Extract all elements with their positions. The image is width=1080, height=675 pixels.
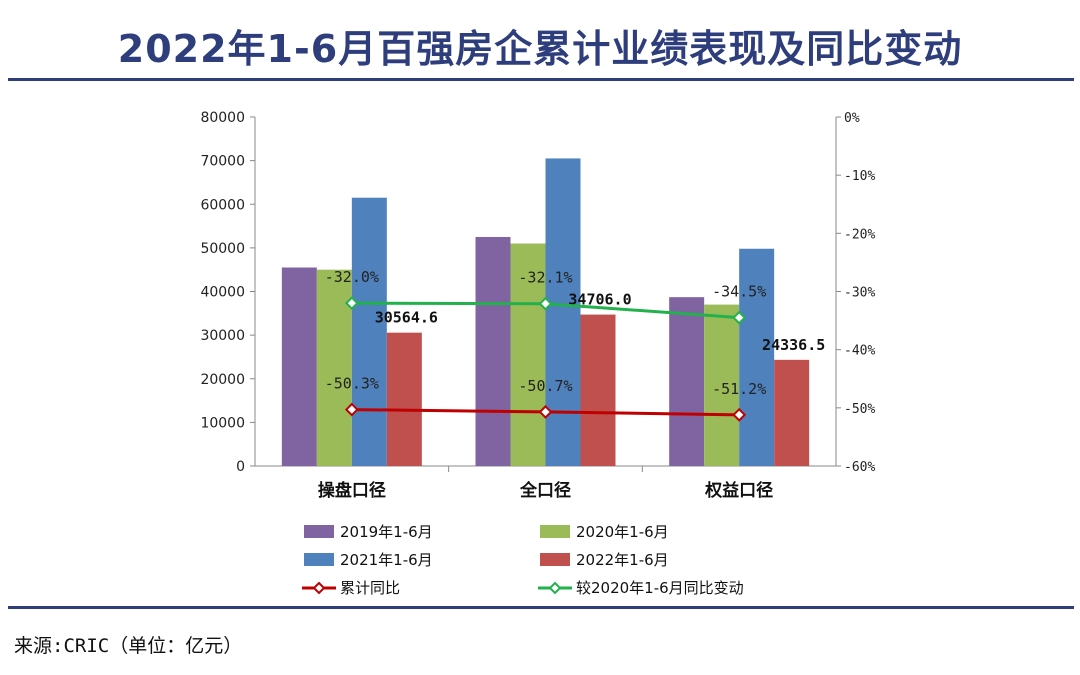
line-data-label: -50.3%: [325, 375, 379, 393]
line-marker: [732, 310, 747, 325]
category-label: 全口径: [519, 480, 571, 501]
bar: [545, 158, 581, 466]
bar-value-label: 24336.5: [762, 336, 825, 354]
legend-marker: [312, 581, 326, 595]
legend-label: 较2020年1-6月同比变动: [576, 579, 744, 597]
y2-tick-label: -60%: [844, 460, 875, 475]
bar: [739, 248, 775, 466]
legend-label: 2019年1-6月: [340, 523, 433, 541]
bar: [386, 332, 422, 466]
y-tick-label: 60000: [200, 197, 245, 213]
line-marker: [344, 402, 359, 417]
bar: [580, 314, 616, 466]
bar: [704, 304, 740, 466]
legend-label: 2022年1-6月: [576, 551, 669, 569]
y2-tick-label: -20%: [844, 227, 875, 242]
line-data-label: -50.7%: [518, 377, 572, 395]
y-tick-label: 50000: [200, 241, 245, 257]
y-tick-label: 30000: [200, 328, 245, 344]
bar-value-label: 34706.0: [568, 291, 631, 309]
line-marker: [538, 404, 553, 419]
bar-value-label: 30564.6: [375, 309, 438, 327]
legend-swatch: [540, 553, 570, 566]
y2-tick-label: 0%: [844, 111, 860, 126]
bar: [510, 243, 546, 466]
legend-swatch: [304, 525, 334, 538]
bar: [774, 359, 810, 466]
category-label: 操盘口径: [318, 480, 386, 501]
legend-swatch: [304, 553, 334, 566]
line-data-label: -34.5%: [712, 283, 766, 301]
y2-tick-label: -10%: [844, 169, 875, 184]
line-marker: [344, 296, 359, 311]
y-tick-label: 80000: [200, 110, 245, 126]
line-data-label: -51.2%: [712, 380, 766, 398]
y-tick-label: 20000: [200, 372, 245, 388]
bar: [316, 269, 352, 466]
chart: 0 10000 20000 30000 40000 50000 60000 70000 8000…: [200, 110, 875, 597]
y2-tick-label: -40%: [844, 344, 875, 359]
page-title: 2022年1-6月百强房企累计业绩表现及同比变动: [117, 27, 963, 71]
line-data-label: -32.1%: [518, 269, 572, 287]
category-label: 权益口径: [704, 480, 773, 501]
legend-label: 2020年1-6月: [576, 523, 669, 541]
title-divider: [8, 78, 1074, 81]
y-tick-label: 70000: [200, 154, 245, 170]
legend-swatch: [540, 525, 570, 538]
y2-tick-label: -30%: [844, 286, 875, 301]
legend-label: 累计同比: [340, 579, 400, 597]
line-marker: [538, 296, 553, 311]
legend-label: 2021年1-6月: [340, 551, 433, 569]
y-tick-label: 40000: [200, 285, 245, 301]
legend-marker: [548, 581, 562, 595]
y2-tick-label: -50%: [844, 402, 875, 417]
bar: [351, 197, 387, 467]
y-tick-label: 10000: [200, 415, 245, 431]
bar: [475, 236, 511, 466]
line-marker: [732, 407, 747, 422]
y-tick-label: 0: [236, 459, 245, 475]
footer-divider: [8, 606, 1074, 609]
line-data-label: -32.0%: [325, 268, 379, 286]
bar: [669, 297, 705, 466]
bar: [281, 267, 317, 466]
source-note: 来源:CRIC（单位：亿元）: [14, 635, 243, 657]
